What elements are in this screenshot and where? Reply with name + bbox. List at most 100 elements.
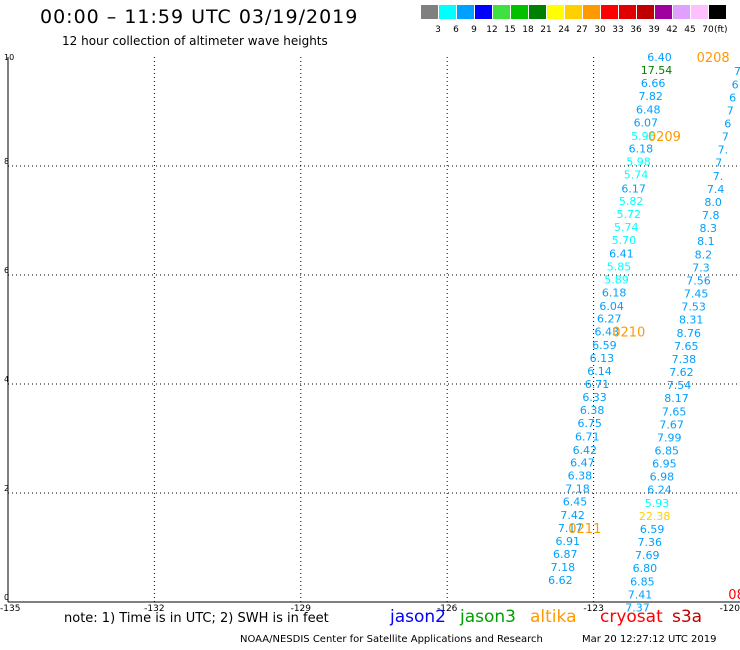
wave-height-label: 7. bbox=[718, 144, 729, 157]
wave-height-label: 6.14 bbox=[587, 365, 612, 378]
wave-height-label: 5.96 bbox=[631, 130, 656, 143]
colorbar-swatch bbox=[673, 5, 690, 19]
y-tick-label: 2 bbox=[4, 484, 9, 493]
colorbar-swatch bbox=[493, 5, 510, 19]
colorbar-label: 39 bbox=[648, 25, 660, 35]
wave-height-label: 7.65 bbox=[674, 340, 699, 353]
wave-height-label: 5.74 bbox=[614, 221, 639, 234]
colorbar-swatch bbox=[709, 5, 726, 19]
wave-height-label: 7.45 bbox=[684, 288, 709, 301]
colorbar-label: 33 bbox=[612, 25, 624, 35]
wave-height-label: 7.37 bbox=[625, 601, 650, 614]
colorbar-label: 12 bbox=[486, 25, 498, 35]
satellite-s3a: s3a bbox=[672, 607, 703, 627]
wave-height-label: 7.65 bbox=[662, 405, 687, 418]
wave-height-label: 8.31 bbox=[679, 314, 704, 327]
colorbar-label: 6 bbox=[453, 25, 459, 35]
colorbar-label: 18 bbox=[522, 25, 534, 35]
wave-height-label: 5.98 bbox=[626, 156, 651, 169]
wave-height-label: 6.48 bbox=[636, 103, 661, 116]
wave-height-label: 6.24 bbox=[647, 484, 672, 497]
wave-height-label: 7.62 bbox=[669, 366, 694, 379]
satellite-jason2: jason2 bbox=[390, 607, 446, 627]
colorbar-label: 21 bbox=[540, 25, 552, 35]
wave-height-label: 5.74 bbox=[624, 169, 649, 182]
wave-height-label: 7.4 bbox=[707, 183, 725, 196]
time-annotation: 0209 bbox=[648, 130, 681, 145]
wave-height-label: 6.13 bbox=[590, 352, 615, 365]
wave-height-label: 6.71 bbox=[575, 430, 600, 443]
y-tick-label: 6 bbox=[4, 266, 9, 275]
satellite-altika: altika bbox=[530, 607, 577, 627]
colorbar-label: 27 bbox=[576, 25, 588, 35]
colorbar-swatch bbox=[601, 5, 618, 19]
colorbar-swatch bbox=[691, 5, 708, 19]
time-annotation: 0210 bbox=[612, 326, 645, 341]
wave-height-label: 6.66 bbox=[641, 77, 666, 90]
wave-height-label: 6 bbox=[729, 91, 736, 104]
wave-height-label: 6.38 bbox=[568, 470, 593, 483]
wave-height-label: 6.43 bbox=[595, 326, 620, 339]
colorbar-swatch bbox=[475, 5, 492, 19]
x-tick-label: -129 bbox=[291, 604, 312, 614]
chart-title: 00:00 – 11:59 UTC 03/19/2019 bbox=[40, 6, 359, 28]
wave-height-label: 6.27 bbox=[597, 313, 622, 326]
wave-height-label: 7.99 bbox=[657, 431, 682, 444]
colorbar-swatch bbox=[439, 5, 456, 19]
wave-height-label: 7.56 bbox=[686, 274, 711, 287]
colorbar-swatch bbox=[619, 5, 636, 19]
wave-height-label: 7.42 bbox=[560, 509, 585, 522]
x-tick-label: -126 bbox=[437, 604, 458, 614]
colorbar-swatch bbox=[511, 5, 528, 19]
colorbar-label: 36 bbox=[630, 25, 642, 35]
wave-height-label: 7 bbox=[722, 131, 729, 144]
wave-height-label: 5.85 bbox=[607, 260, 632, 273]
colorbar-label: 15 bbox=[504, 25, 516, 35]
wave-height-label: 5.72 bbox=[616, 208, 641, 221]
footer-note: note: 1) Time is in UTC; 2) SWH is in fe… bbox=[64, 611, 329, 626]
wave-height-label: 6.38 bbox=[580, 404, 605, 417]
wave-height-label: 7.38 bbox=[672, 353, 697, 366]
wave-height-label: 5.89 bbox=[604, 273, 629, 286]
wave-height-label: 6.85 bbox=[630, 575, 655, 588]
colorbar-label: 30 bbox=[594, 25, 606, 35]
wave-height-label: 6.07 bbox=[634, 116, 659, 129]
wave-height-label: 6.18 bbox=[629, 143, 654, 156]
wave-height-label: 6.62 bbox=[548, 574, 573, 587]
wave-height-label: 5.70 bbox=[612, 234, 637, 247]
wave-height-label: 6.40 bbox=[647, 51, 672, 64]
y-tick-label: 10 bbox=[4, 53, 14, 62]
wave-height-label: 7.18 bbox=[565, 483, 590, 496]
wave-height-label: 7. bbox=[713, 170, 724, 183]
x-tick-label: -132 bbox=[144, 604, 164, 614]
wave-height-label: 7.8 bbox=[702, 209, 720, 222]
wave-height-label: 6.45 bbox=[563, 496, 588, 509]
wave-height-label: 6.17 bbox=[621, 182, 646, 195]
colorbar-swatch bbox=[655, 5, 672, 19]
wave-height-label: 6.91 bbox=[555, 535, 580, 548]
wave-height-label: 6.33 bbox=[582, 391, 607, 404]
wave-height-label: 7 bbox=[734, 65, 740, 78]
time-annotation: 0211 bbox=[568, 522, 601, 537]
wave-height-label: 8.3 bbox=[700, 222, 718, 235]
wave-height-label: 8.1 bbox=[697, 235, 715, 248]
wave-height-label: 6.59 bbox=[640, 523, 665, 536]
satellite-cryosat: cryosat bbox=[600, 607, 663, 627]
wave-height-label: 6 bbox=[724, 117, 731, 130]
wave-height-label: 6.85 bbox=[655, 444, 680, 457]
satellite-jason3: jason3 bbox=[460, 607, 516, 627]
wave-height-label: 7.36 bbox=[637, 536, 662, 549]
wave-height-label: 7.41 bbox=[628, 588, 653, 601]
colorbar-swatch bbox=[547, 5, 564, 19]
wave-height-label: 6.98 bbox=[650, 471, 675, 484]
wave-height-label: 7.53 bbox=[681, 301, 706, 314]
y-tick-label: 8 bbox=[4, 157, 9, 166]
y-tick-label: 4 bbox=[4, 375, 9, 384]
x-tick-label: -123 bbox=[583, 604, 603, 614]
wave-height-label: 6 bbox=[732, 78, 739, 91]
wave-height-label: 6.42 bbox=[573, 444, 598, 457]
colorbar-unit: (ft) bbox=[714, 25, 728, 35]
x-tick-label: -135 bbox=[0, 604, 20, 614]
wave-height-label: 6.71 bbox=[585, 378, 610, 391]
